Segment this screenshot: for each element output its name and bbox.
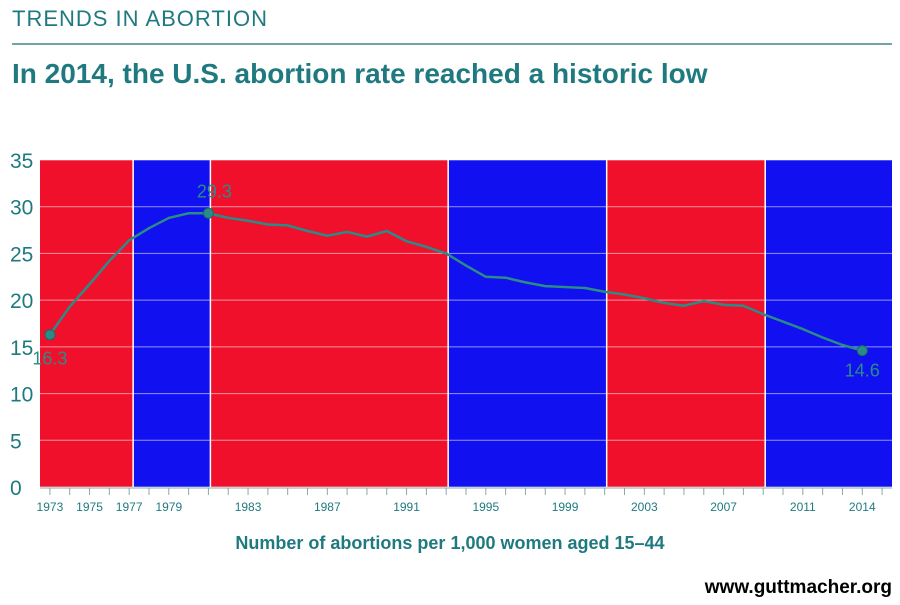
data-point-1979 [167,216,170,220]
data-point-1977 [127,239,131,242]
data-point-1995 [484,275,488,278]
data-point-1997 [524,281,527,284]
data-point-1994 [464,264,468,267]
highlight-point-1981 [202,207,214,219]
chart-headline: In 2014, the U.S. abortion rate reached … [12,58,708,89]
data-point-1983 [246,219,250,222]
x-tick-label-1999: 1999 [552,500,579,514]
data-point-2009 [762,312,765,316]
data-point-2000 [583,286,587,290]
data-point-1985 [286,224,289,227]
data-point-2004 [662,301,666,305]
data-point-2003 [643,297,646,300]
data-point-1980 [187,212,190,215]
background-band-3 [448,160,607,487]
highlight-point-2014 [856,345,868,357]
data-point-1975 [88,283,91,286]
data-point-2012 [821,336,824,339]
x-axis-label: Number of abortions per 1,000 women aged… [235,533,665,553]
x-tick-label-1977: 1977 [116,500,143,514]
x-tick-label-1979: 1979 [155,500,182,514]
data-point-1978 [147,227,151,230]
data-point-1999 [563,285,567,289]
data-point-2007 [722,303,725,307]
x-tick-label-1983: 1983 [235,500,262,514]
data-point-2011 [801,327,805,331]
annotation-label-1973: 16.3 [32,349,67,369]
background-band-4 [606,160,766,487]
x-tick-label-1987: 1987 [314,500,341,514]
data-point-2001 [603,290,606,293]
data-point-1982 [227,216,230,220]
data-point-1993 [444,252,448,255]
data-point-1987 [326,234,329,237]
data-point-1990 [385,229,388,233]
data-point-1989 [365,235,369,238]
data-point-1988 [345,230,349,234]
data-point-2005 [682,304,686,307]
background-band-5 [765,160,892,487]
background-band-2 [210,160,449,487]
data-point-1991 [405,240,408,243]
x-tick-label-1975: 1975 [76,500,103,514]
x-tick-label-1995: 1995 [472,500,499,514]
annotation-label-2014: 14.6 [845,361,880,381]
highlight-point-1973 [44,329,56,341]
x-tick-label-2014: 2014 [849,500,876,514]
data-point-1998 [544,284,547,288]
x-tick-label-2007: 2007 [710,500,737,514]
y-tick-label-35: 35 [10,150,33,173]
data-point-2013 [841,343,844,347]
data-point-1974 [68,305,71,308]
y-tick-label-10: 10 [10,384,33,407]
data-point-1984 [266,223,270,226]
background-band-0 [40,160,134,487]
background-band-1 [133,160,211,487]
y-tick-label-0: 0 [10,477,22,500]
data-point-1996 [504,276,507,279]
line-chart: 0 5 10 15 20 25 30 35 1973 1975 1977 1979 1983 1987 19… [10,150,892,514]
y-tick-label-25: 25 [10,243,33,266]
y-tick-label-20: 20 [10,290,33,313]
x-tick-label-2011: 2011 [790,500,816,514]
data-point-2008 [742,304,745,307]
annotation-label-1981: 29.3 [197,181,232,201]
y-tick-label-30: 30 [10,197,33,220]
header-divider [12,43,892,45]
data-point-2010 [781,320,785,323]
data-point-1992 [425,245,428,249]
x-tick-label-1991: 1991 [393,500,420,514]
data-point-1976 [108,259,111,263]
y-tick-label-5: 5 [10,430,22,453]
data-point-1986 [306,229,309,233]
x-tick-label-2003: 2003 [631,500,658,514]
x-tick-label-1973: 1973 [37,500,64,514]
data-point-2002 [623,293,626,296]
section-kicker: TRENDS IN ABORTION [12,6,268,31]
series-line [48,212,863,352]
source-url: www.guttmacher.org [704,577,892,598]
data-point-2006 [702,299,705,303]
y-tick-label-15: 15 [10,337,33,360]
